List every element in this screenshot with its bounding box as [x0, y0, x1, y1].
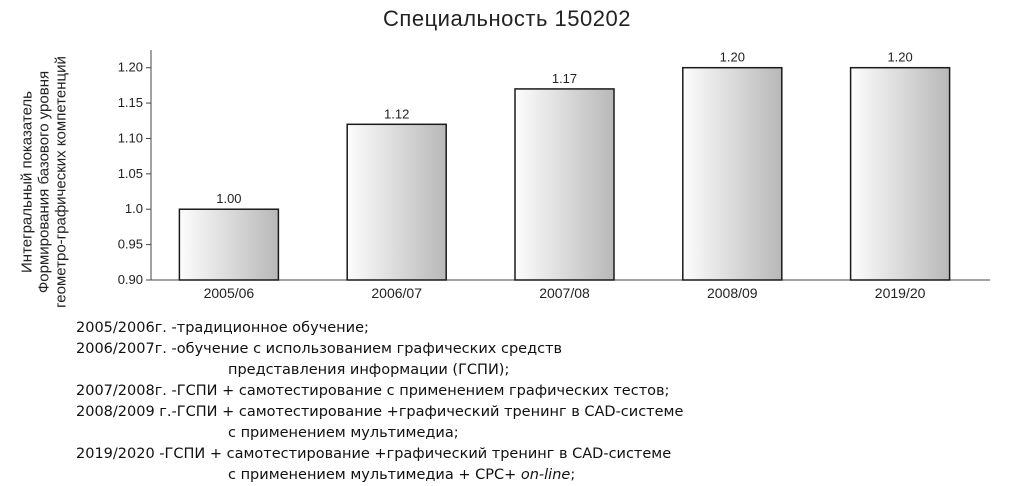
value-labels: 1.00 2005/06 1.12 2006/07 1.17 2007/08 1.20 200…: [204, 50, 926, 301]
y-tick-label: 1.15: [118, 95, 143, 110]
y-tick-label: 1.20: [118, 60, 143, 75]
legend-year: 2007/2008г. -: [76, 383, 177, 399]
bar: [682, 66, 783, 281]
bar-value-label: 1.20: [887, 50, 912, 65]
y-tick-label: 1.0: [125, 201, 143, 216]
bar-value-label: 1.17: [552, 71, 577, 86]
legend-text-continued: с применением мультимедиа;: [228, 425, 459, 441]
bar-value-label: 1.12: [384, 106, 409, 121]
legend-text-continued: представления информации (ГСПИ);: [228, 362, 510, 378]
legend-text: ГСПИ + самотестирование +графический тре…: [164, 446, 672, 462]
legend-year: 2006/2007г. -: [76, 341, 177, 357]
y-tick-label: 0.95: [118, 237, 143, 252]
legend-item-4: 2008/2009 г.- ГСПИ + самотестирование +г…: [76, 402, 1006, 444]
legend-text: традиционное обучение;: [176, 320, 369, 336]
legend-year: 2019/2020 -: [76, 446, 165, 462]
x-tick-label: 2007/08: [539, 285, 590, 301]
chart-title: Специальность 150202: [383, 6, 631, 31]
legend-text: ГСПИ + самотестирование с применением гр…: [176, 383, 670, 399]
x-tick-label: 2008/09: [707, 285, 758, 301]
y-tick-label: 1.10: [118, 130, 143, 145]
legend-year: 2005/2006г. -: [76, 320, 177, 336]
y-tick-label: 1.05: [118, 166, 143, 181]
legend-text-continued: с применением мультимедиа + СРС+ on-line…: [228, 467, 576, 483]
bar-chart: 0.900.951.01.051.101.151.20 1.002005/061…: [118, 50, 990, 301]
legend-item-1: 2005/2006г. - традиционное обучение;: [76, 318, 1006, 339]
bar: [514, 88, 615, 281]
legend-item-2: 2006/2007г. - обучение с использованием …: [76, 339, 1006, 381]
bar-value-label: 1.00: [216, 191, 241, 206]
legend-item-3: 2007/2008г. - ГСПИ + самотестирование с …: [76, 381, 1006, 402]
legend-text: обучение с использованием графических ср…: [176, 341, 563, 357]
legend-year: 2008/2009 г.-: [76, 404, 177, 420]
legend-item-5: 2019/2020 - ГСПИ + самотестирование +гра…: [76, 444, 1006, 486]
bar: [178, 208, 280, 281]
bar: [346, 123, 447, 281]
x-tick-label: 2006/07: [371, 285, 422, 301]
x-tick-label: 2005/06: [204, 285, 255, 301]
bars: [178, 66, 951, 281]
y-tick-label: 0.90: [118, 272, 143, 287]
legend: 2005/2006г. - традиционное обучение; 200…: [76, 318, 1006, 486]
bar-value-label: 1.20: [720, 50, 745, 65]
legend-text: ГСПИ + самотестирование +графический тре…: [176, 404, 684, 420]
x-tick-label: 2019/20: [875, 285, 926, 301]
bar: [849, 66, 951, 281]
